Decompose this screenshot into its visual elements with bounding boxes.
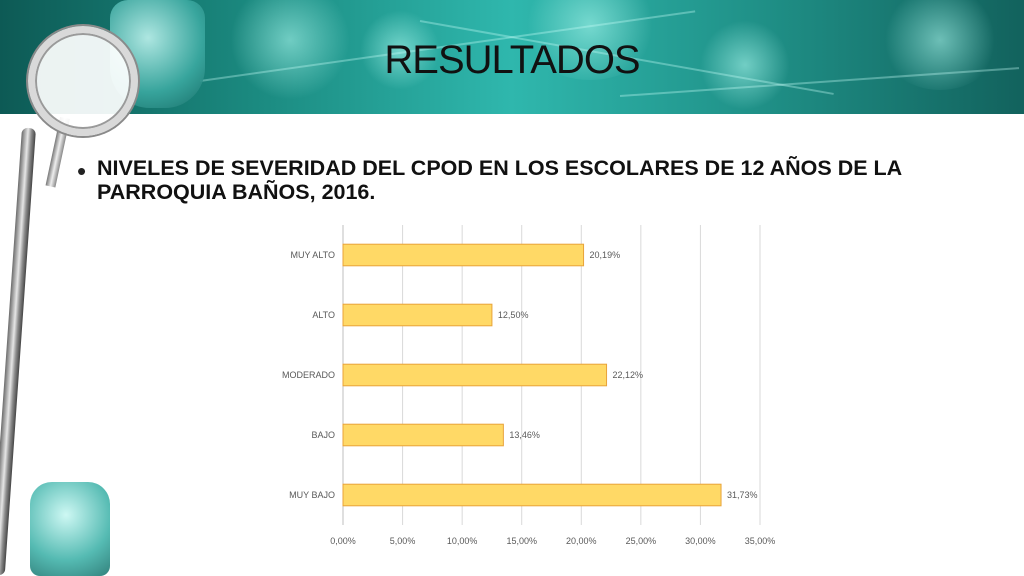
x-tick-label: 25,00% [626, 536, 657, 546]
x-tick-label: 0,00% [330, 536, 356, 546]
bullet-point: • [77, 156, 87, 186]
category-label: BAJO [311, 430, 335, 440]
x-tick-label: 5,00% [390, 536, 416, 546]
header-banner [0, 0, 1024, 114]
data-label: 13,46% [509, 430, 540, 440]
data-label: 20,19% [590, 250, 621, 260]
bar-chart: 0,00% 5,00% 10,00% 15,00% 20,00% 25,00% 30,00%… [282, 225, 776, 546]
data-label: 12,50% [498, 310, 529, 320]
x-tick-label: 35,00% [745, 536, 776, 546]
bar-4 [342, 483, 722, 507]
bar-0 [342, 243, 585, 267]
category-label: MUY ALTO [290, 250, 335, 260]
x-tick-label: 20,00% [566, 536, 597, 546]
category-label: MODERADO [282, 370, 335, 380]
data-label: 22,12% [613, 370, 644, 380]
category-label: MUY BAJO [289, 490, 335, 500]
tooth-image-bottom [30, 482, 110, 576]
bar-3 [342, 423, 504, 447]
dental-mirror-icon [28, 26, 138, 136]
x-tick-label: 15,00% [506, 536, 537, 546]
data-label: 31,73% [727, 490, 758, 500]
x-tick-label: 30,00% [685, 536, 716, 546]
slide-title: RESULTADOS [384, 38, 640, 82]
x-tick-label: 10,00% [447, 536, 478, 546]
chart-subtitle: NIVELES DE SEVERIDAD DEL CPOD EN LOS ESC… [97, 156, 902, 204]
bar-1 [342, 303, 493, 327]
category-label: ALTO [312, 310, 335, 320]
bar-2 [342, 363, 608, 387]
